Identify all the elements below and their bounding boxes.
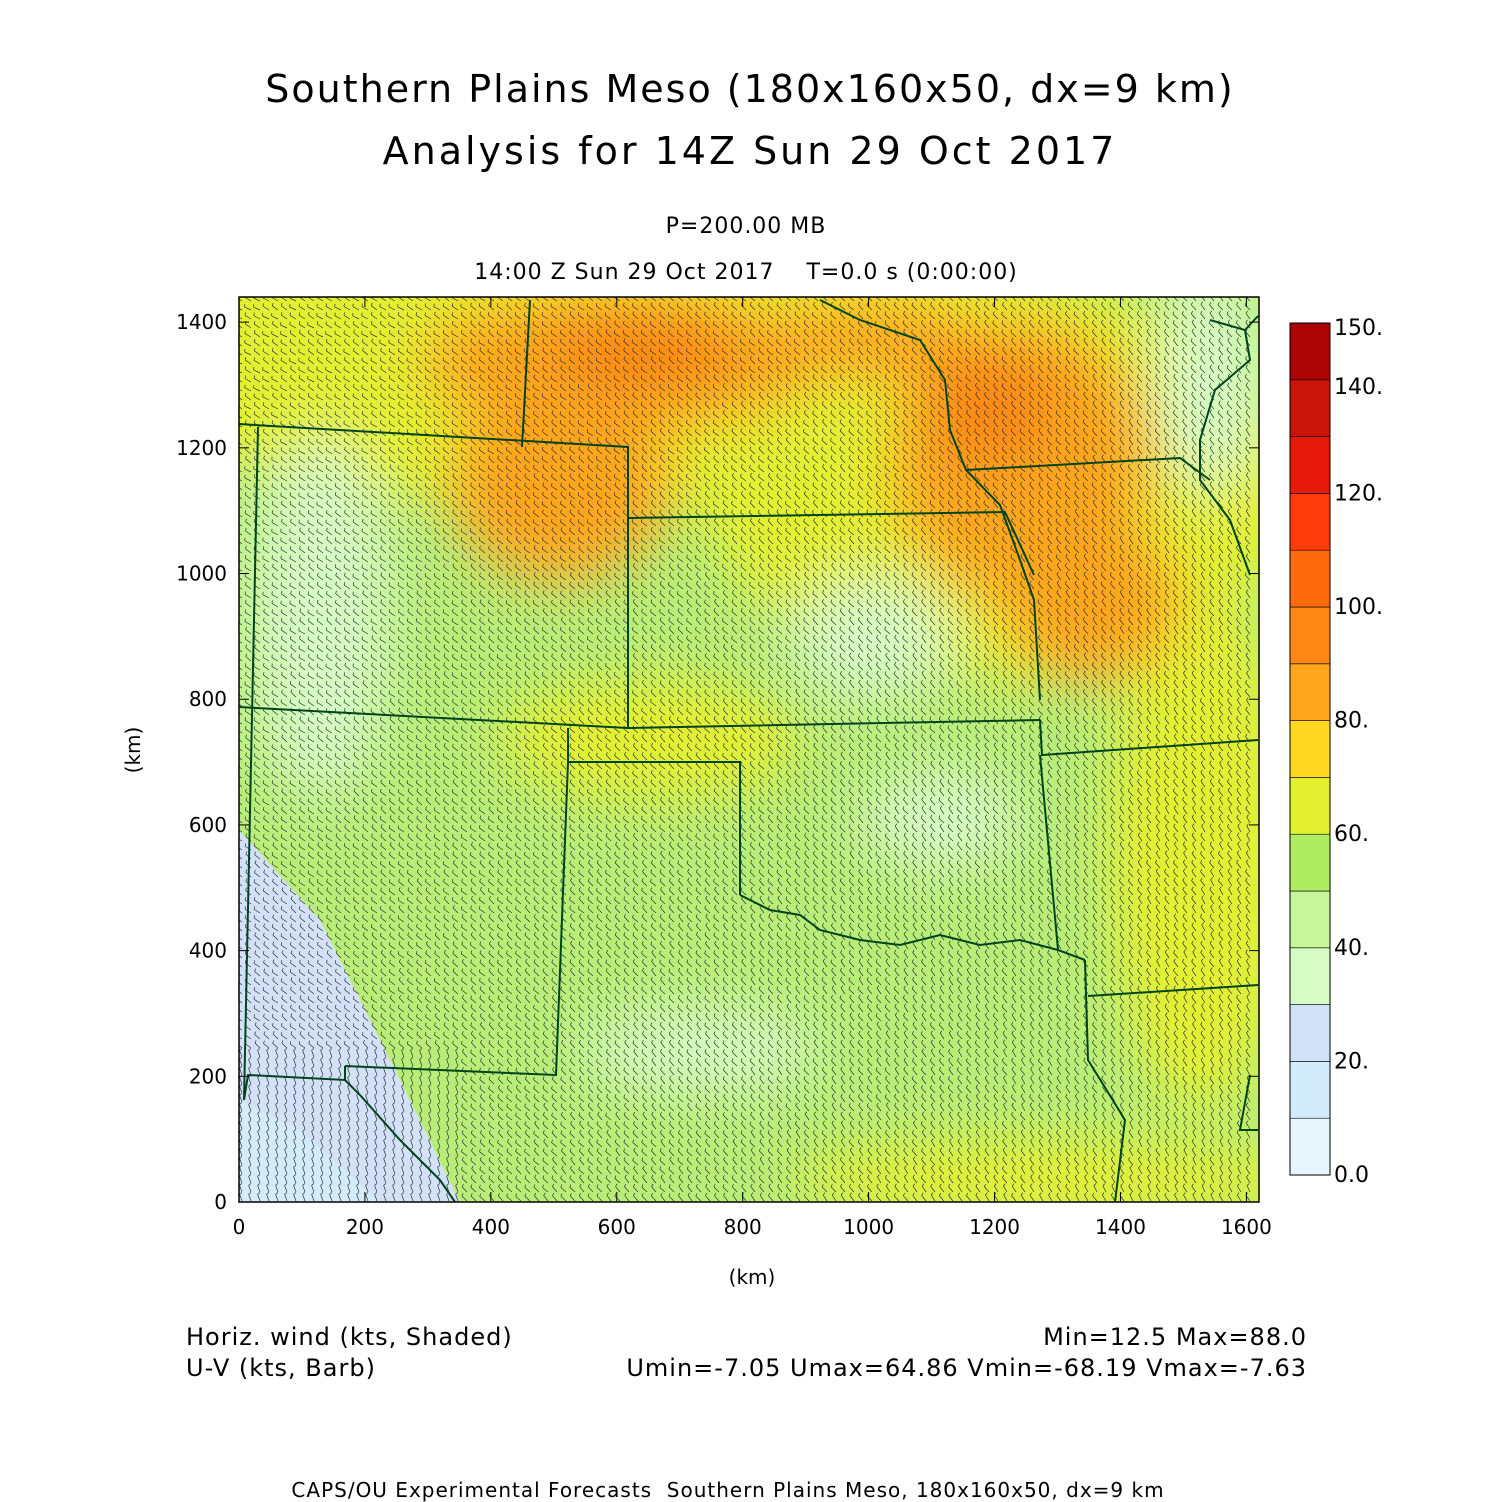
barb-flag: [236, 384, 237, 387]
barb-flag: [1219, 293, 1221, 296]
barb-flag: [1011, 293, 1012, 296]
barb-flag: [1002, 293, 1003, 296]
barb-flag: [975, 294, 976, 297]
shading-yellow-panhandle: [500, 680, 800, 800]
barb-flag: [777, 293, 778, 296]
barb-flag: [993, 294, 994, 297]
barb-flag: [786, 294, 787, 297]
barb-flag: [831, 294, 832, 297]
barb-flag: [894, 293, 895, 296]
barb-flag: [1147, 293, 1149, 296]
shading-orange-southeast: [1000, 520, 1180, 680]
barb-flag: [471, 294, 472, 297]
barb-flag: [867, 293, 868, 296]
barb-flag: [236, 330, 237, 333]
barb-flag: [957, 293, 958, 296]
barb-flag: [1083, 294, 1084, 297]
barb-flag: [750, 294, 751, 297]
barb-flag: [1210, 293, 1212, 296]
barb-flag: [237, 402, 238, 405]
barb-flag: [903, 293, 904, 296]
barb-flag: [939, 293, 940, 296]
barb-flag: [1029, 293, 1030, 296]
barb-flag: [642, 293, 643, 296]
barb-flag: [236, 465, 237, 468]
barb-flag: [948, 293, 949, 296]
barb-flag: [534, 293, 535, 296]
barb-flag: [237, 447, 238, 450]
barb-flag: [822, 293, 823, 296]
barb-flag: [326, 375, 327, 378]
barb-flag: [1173, 294, 1174, 297]
barb-flag: [1101, 293, 1102, 296]
barb-flag: [1020, 293, 1021, 296]
barb-flag: [344, 312, 345, 315]
barb-flag: [1119, 293, 1120, 296]
barb-flag: [849, 294, 850, 297]
barb-flag: [237, 483, 238, 486]
barb-flag: [1156, 293, 1158, 296]
barb-flag: [804, 294, 805, 297]
barb-flag: [444, 294, 445, 297]
barb-flag: [669, 294, 670, 297]
barb-flag: [1164, 293, 1165, 296]
barb-flag: [335, 438, 336, 441]
barb-flag: [1182, 293, 1183, 296]
barb-flag: [434, 321, 435, 324]
barb-flag: [588, 294, 589, 297]
shading-yellow-south: [790, 1140, 1310, 1220]
barb-flag: [236, 339, 237, 342]
barb-flag: [813, 294, 814, 297]
barb-flag: [1056, 293, 1057, 296]
barb-flag: [236, 393, 237, 396]
barb-flag: [1201, 293, 1203, 296]
barb-flag: [1137, 293, 1138, 296]
barb-flag: [1111, 293, 1113, 296]
barb-flag: [1237, 293, 1239, 296]
barb-flag: [236, 321, 237, 324]
shading-light-west: [250, 440, 390, 800]
barb-flag: [921, 293, 922, 296]
barb-flag: [1192, 293, 1194, 296]
barb-flag: [885, 294, 886, 297]
barb-flag: [1245, 293, 1246, 296]
barb-flag: [768, 293, 769, 296]
barb-flag: [236, 348, 237, 351]
barb-flag: [696, 294, 697, 297]
barb-flag: [605, 303, 606, 306]
barb-flag: [1128, 293, 1129, 296]
barb-flag: [984, 293, 985, 296]
barb-flag: [759, 293, 760, 296]
barb-flag: [236, 375, 237, 378]
barb-flag: [1093, 293, 1095, 296]
barb-flag: [569, 303, 570, 306]
barb-flag: [1065, 293, 1066, 296]
shading-max-nw: [550, 310, 730, 390]
barb-flag: [515, 321, 516, 324]
barb-flag: [578, 303, 579, 306]
barb-flag: [236, 438, 237, 441]
barb-flag: [930, 293, 931, 296]
barb-flag: [272, 483, 273, 486]
barb-flag: [1227, 293, 1228, 296]
barb-flag: [687, 293, 688, 296]
barb-flag: [912, 293, 913, 296]
barb-flag: [795, 294, 796, 297]
barb-flag: [723, 294, 724, 297]
barb-flag: [840, 294, 841, 297]
barb-flag: [1074, 293, 1075, 296]
barb-flag: [236, 429, 237, 432]
barb-flag: [1039, 293, 1041, 296]
wind-speed-shading: [80, 190, 1310, 1220]
barb-flag: [1047, 294, 1048, 297]
barb-flag: [435, 294, 436, 297]
barb-flag: [858, 294, 859, 297]
barb-flag: [624, 293, 625, 296]
